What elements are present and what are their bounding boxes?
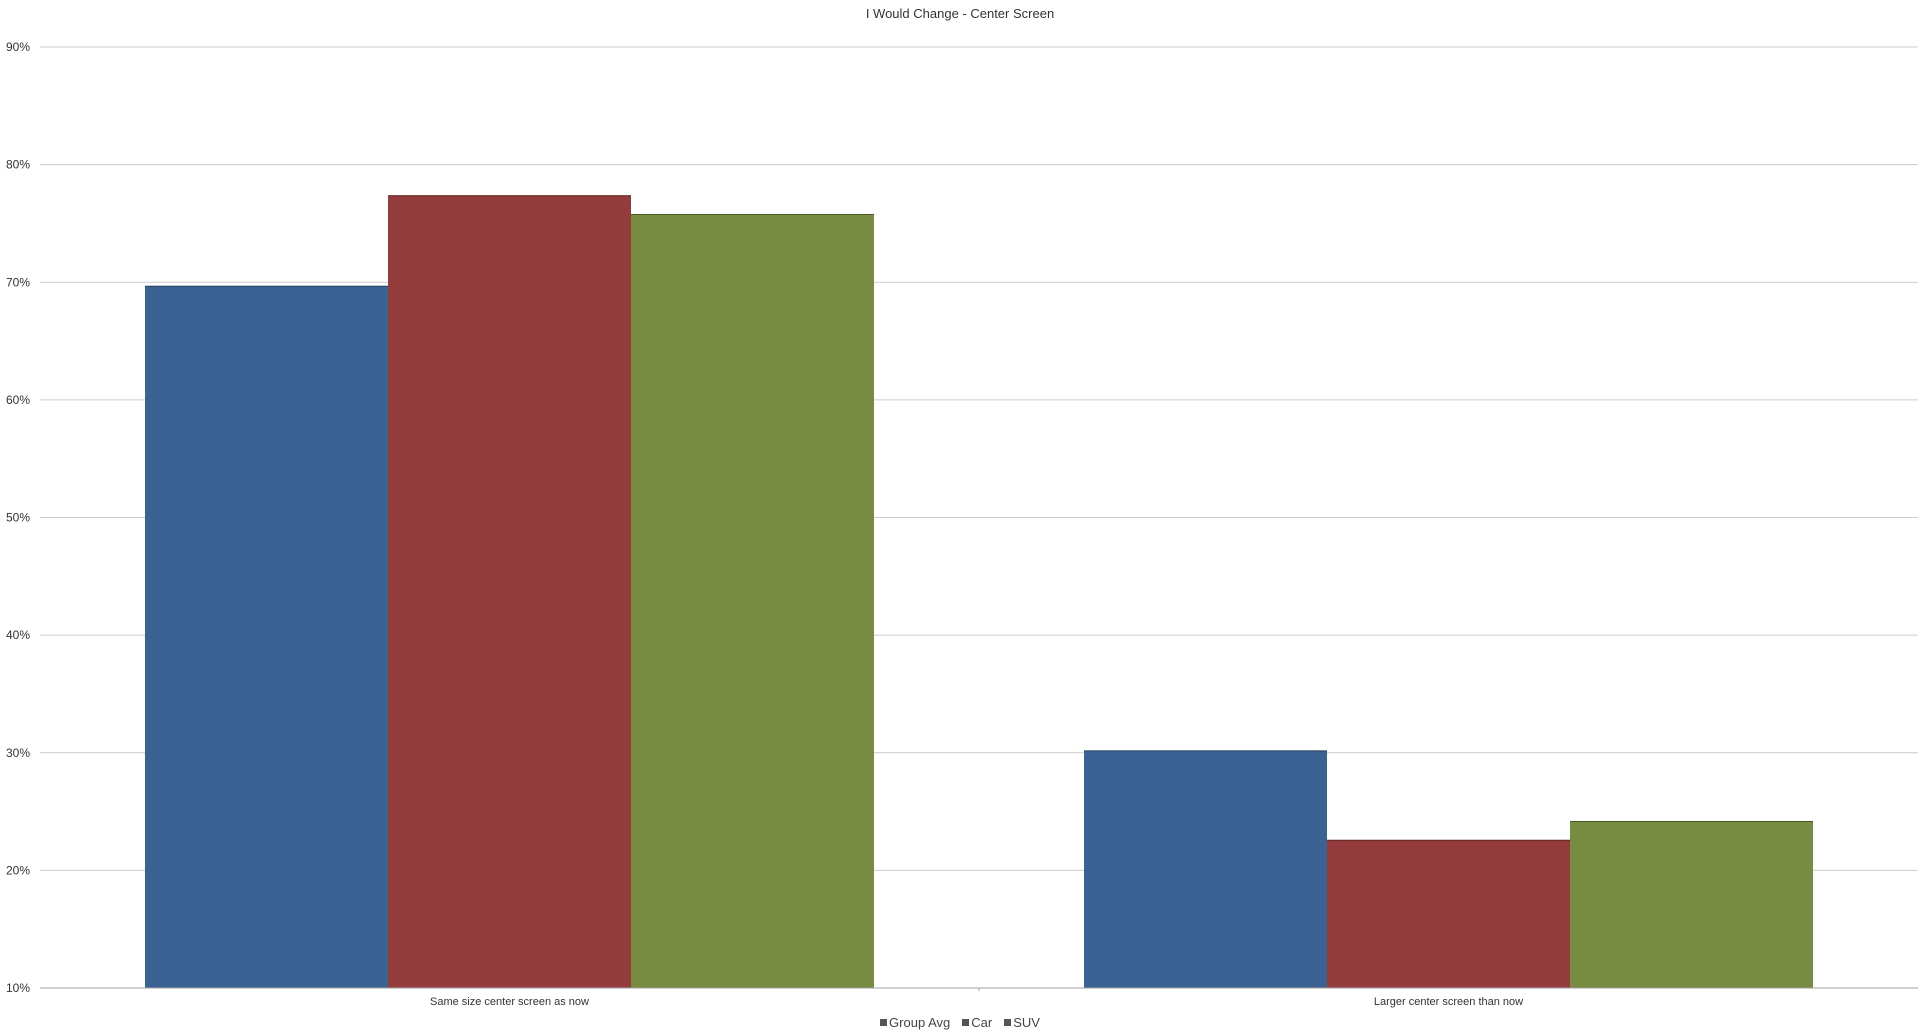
bars xyxy=(145,195,1813,989)
x-category-label: Same size center screen as now xyxy=(430,996,589,1008)
y-tick-label: 10% xyxy=(6,981,30,995)
y-tick-label: 80% xyxy=(6,158,30,172)
legend-item-car: Car xyxy=(962,1015,992,1030)
legend: Group Avg Car SUV xyxy=(0,1015,1920,1030)
bar-car-1 xyxy=(388,195,631,988)
y-tick-label: 20% xyxy=(6,863,30,877)
y-tick-label: 90% xyxy=(6,40,30,54)
chart-title: I Would Change - Center Screen xyxy=(865,6,1055,21)
legend-label: Car xyxy=(971,1015,993,1030)
y-tick-label: 40% xyxy=(6,628,30,642)
legend-swatch xyxy=(880,1019,888,1026)
gridlines xyxy=(40,46,1918,871)
legend-item-suv: SUV xyxy=(1004,1015,1040,1030)
bar-suv-2 xyxy=(1570,820,1813,988)
legend-swatch xyxy=(1004,1019,1012,1026)
legend-label: SUV xyxy=(1013,1015,1040,1030)
y-tick-label: 70% xyxy=(6,275,30,289)
bar-car-2 xyxy=(1327,839,1570,988)
x-axis xyxy=(40,987,1918,991)
legend-item-group-avg: Group Avg xyxy=(880,1015,950,1030)
x-category-label: Larger center screen than now xyxy=(1374,996,1523,1008)
y-tick-label: 50% xyxy=(6,511,30,525)
bar-suv-1 xyxy=(631,214,874,989)
x-axis-category-labels: Same size center screen as now Larger cen… xyxy=(430,996,1523,1008)
y-tick-label: 60% xyxy=(6,393,30,407)
y-tick-label: 30% xyxy=(6,746,30,760)
legend-swatch xyxy=(962,1019,970,1026)
y-axis-tick-labels: 10% 20% 30% 40% 50% 60% 70% 80% 90% xyxy=(6,40,30,995)
bar-group-avg-2 xyxy=(1084,750,1327,988)
bar-group-avg-1 xyxy=(145,285,388,988)
legend-label: Group Avg xyxy=(889,1015,951,1030)
